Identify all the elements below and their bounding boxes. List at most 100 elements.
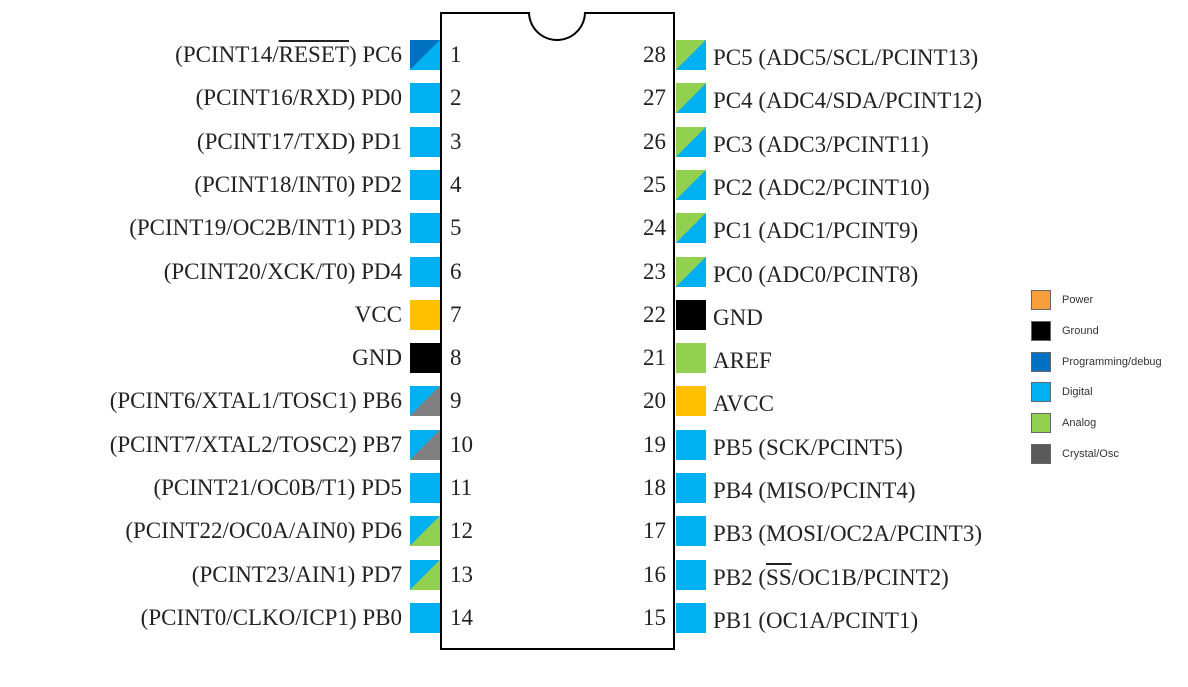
pin-1-number: 1 — [450, 42, 462, 67]
pin-label-text: PC4 (ADC4/SDA/PCINT12) — [713, 88, 983, 114]
legend-label: Programming/debug — [1062, 355, 1162, 368]
pin-7-marker — [410, 299, 440, 330]
pin-label-text: PC1 (ADC1/PCINT9) — [713, 218, 919, 244]
pin-22-label: GND — [713, 303, 763, 333]
pin-16-marker — [676, 559, 706, 590]
pin-12-marker — [410, 516, 440, 547]
pin-6-label: (PCINT20/XCK/T0) PD4 — [164, 257, 402, 287]
legend-label: Ground — [1062, 324, 1099, 337]
pin-21-marker — [676, 343, 706, 374]
pin-11-marker — [410, 473, 440, 503]
pin-label-text: PB2 ( — [713, 564, 767, 590]
pin-20-number: 20 — [643, 388, 666, 414]
pin-27-number: 27 — [643, 85, 666, 111]
pin-10-marker — [410, 429, 440, 460]
pin-24-marker — [676, 213, 706, 244]
pin-17-number: 17 — [643, 518, 666, 544]
legend-swatch-analog — [1031, 413, 1051, 434]
legend-swatch-power — [1031, 290, 1051, 310]
pin-23-marker — [676, 256, 706, 287]
legend-swatch-ground — [1031, 320, 1051, 341]
pin-15-label: PB1 (OC1A/PCINT1) — [713, 606, 918, 636]
pin-label-text: (PCINT6/XTAL1/TOSC1) PB6 — [109, 388, 402, 414]
pin-label-text: /OC1B/PCINT2) — [791, 564, 949, 590]
pin-3-marker — [410, 126, 440, 157]
pin-17-marker — [676, 516, 706, 547]
pin-19-label: PB5 (SCK/PCINT5) — [713, 433, 903, 463]
pin-26-marker — [676, 126, 706, 157]
legend-label: Power — [1062, 294, 1094, 306]
pin-label-text: (PCINT16/RXD) PD0 — [195, 85, 402, 111]
pin-25-marker — [676, 169, 706, 200]
pin-18-marker — [676, 473, 706, 503]
pin-25-number: 25 — [643, 171, 666, 197]
pin-label-text: ) PC6 — [348, 42, 402, 67]
pin-label-text: PC2 (ADC2/PCINT10) — [713, 174, 930, 200]
pin-15-marker — [676, 602, 706, 633]
pin-26-label: PC3 (ADC3/PCINT11) — [713, 130, 929, 160]
pin-2-marker — [410, 83, 440, 114]
pin-14-marker — [410, 602, 440, 633]
pin-label-text: PB3 (MOSI/OC2A/PCINT3) — [713, 521, 983, 547]
pin-9-number: 9 — [450, 388, 462, 414]
pin-24-number: 24 — [643, 215, 666, 241]
pin-9-label: (PCINT6/XTAL1/TOSC1) PB6 — [110, 386, 402, 416]
pin-label-overline: SS — [766, 564, 792, 590]
pin-label-overline: RESET — [278, 42, 349, 67]
pin-label-text: PB1 (OC1A/PCINT1) — [713, 607, 919, 633]
pin-9-marker — [410, 386, 440, 417]
pin-label-text: PC5 (ADC5/SCL/PCINT13) — [713, 45, 979, 70]
pin-27-marker — [676, 83, 706, 114]
pin-4-number: 4 — [450, 171, 462, 197]
pin-label-text: (PCINT18/INT0) PD2 — [194, 171, 402, 197]
pin-28-marker — [676, 40, 706, 70]
pin-label-text: (PCINT7/XTAL2/TOSC2) PB7 — [109, 431, 402, 457]
pin-18-label: PB4 (MISO/PCINT4) — [713, 476, 916, 506]
pin-18-number: 18 — [643, 475, 666, 500]
pin-label-text: AVCC — [713, 391, 774, 417]
pin-label-text: AREF — [713, 348, 772, 374]
pin-13-number: 13 — [450, 561, 473, 587]
pin-10-number: 10 — [450, 431, 473, 457]
pin-22-marker — [676, 299, 706, 330]
pin-label-text: PB4 (MISO/PCINT4) — [713, 478, 916, 503]
pin-label-text: PC0 (ADC0/PCINT8) — [713, 261, 919, 287]
pin-21-number: 21 — [643, 345, 666, 371]
pin-19-marker — [676, 429, 706, 460]
pin-label-text: PC3 (ADC3/PCINT11) — [713, 131, 929, 157]
pin-4-label: (PCINT18/INT0) PD2 — [194, 170, 402, 200]
pin-3-number: 3 — [450, 128, 462, 154]
pin-14-number: 14 — [450, 604, 473, 630]
pin-22-number: 22 — [643, 301, 666, 327]
pin-7-label: VCC — [355, 300, 402, 330]
pin-15-number: 15 — [643, 604, 666, 630]
pin-5-number: 5 — [450, 215, 462, 241]
pin-6-marker — [410, 256, 440, 287]
pin-label-text: (PCINT14/ — [175, 42, 279, 67]
legend-label: Analog — [1062, 417, 1097, 430]
pin-1-label: (PCINT14/RESET) PC6 — [175, 40, 402, 70]
pin-23-label: PC0 (ADC0/PCINT8) — [713, 260, 918, 290]
pin-19-number: 19 — [643, 431, 666, 457]
pin-12-number: 12 — [450, 518, 473, 544]
pin-label-text: (PCINT22/OC0A/AIN0) PD6 — [125, 518, 402, 544]
pin-11-number: 11 — [450, 475, 473, 500]
chip-body — [440, 12, 675, 650]
pin-label-text: (PCINT17/TXD) PD1 — [196, 128, 402, 154]
pin-3-label: (PCINT17/TXD) PD1 — [197, 127, 402, 157]
pin-label-text: GND — [713, 304, 763, 330]
pin-2-number: 2 — [450, 85, 462, 111]
pin-label-text: (PCINT20/XCK/T0) PD4 — [163, 258, 402, 284]
legend-swatch-programming-debug — [1031, 351, 1051, 372]
pin-1-marker — [410, 40, 440, 70]
legend-swatch-crystal-osc — [1031, 444, 1051, 464]
pin-20-marker — [676, 386, 706, 417]
pin-5-marker — [410, 213, 440, 244]
pin-8-label: GND — [352, 343, 402, 373]
pin-7-number: 7 — [450, 301, 462, 327]
pin-6-number: 6 — [450, 258, 462, 284]
pin-13-marker — [410, 559, 440, 590]
pin-10-label: (PCINT7/XTAL2/TOSC2) PB7 — [110, 430, 402, 460]
pin-label-text: GND — [352, 345, 402, 371]
